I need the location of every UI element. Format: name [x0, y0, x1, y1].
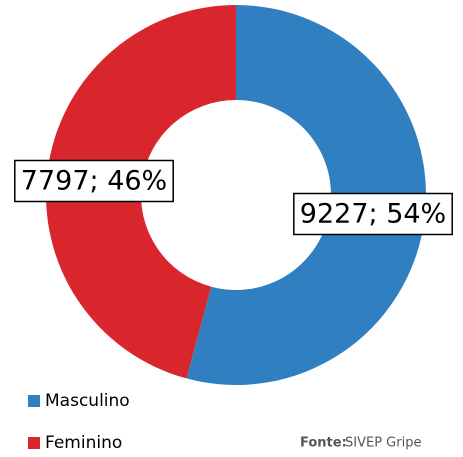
value-label: 9227; 54% — [300, 199, 446, 230]
source-label: Fonte: — [300, 436, 347, 451]
value-label: 7797; 46% — [21, 166, 167, 197]
donut-slice — [186, 5, 426, 385]
legend-swatch — [28, 395, 40, 407]
legend-swatch — [28, 437, 40, 449]
label-box — [14, 159, 174, 203]
source: SIVEP Gripe — [345, 436, 421, 451]
legend-label: Feminino — [45, 433, 122, 453]
label-box — [293, 192, 453, 236]
legend-label: Masculino — [45, 391, 130, 411]
